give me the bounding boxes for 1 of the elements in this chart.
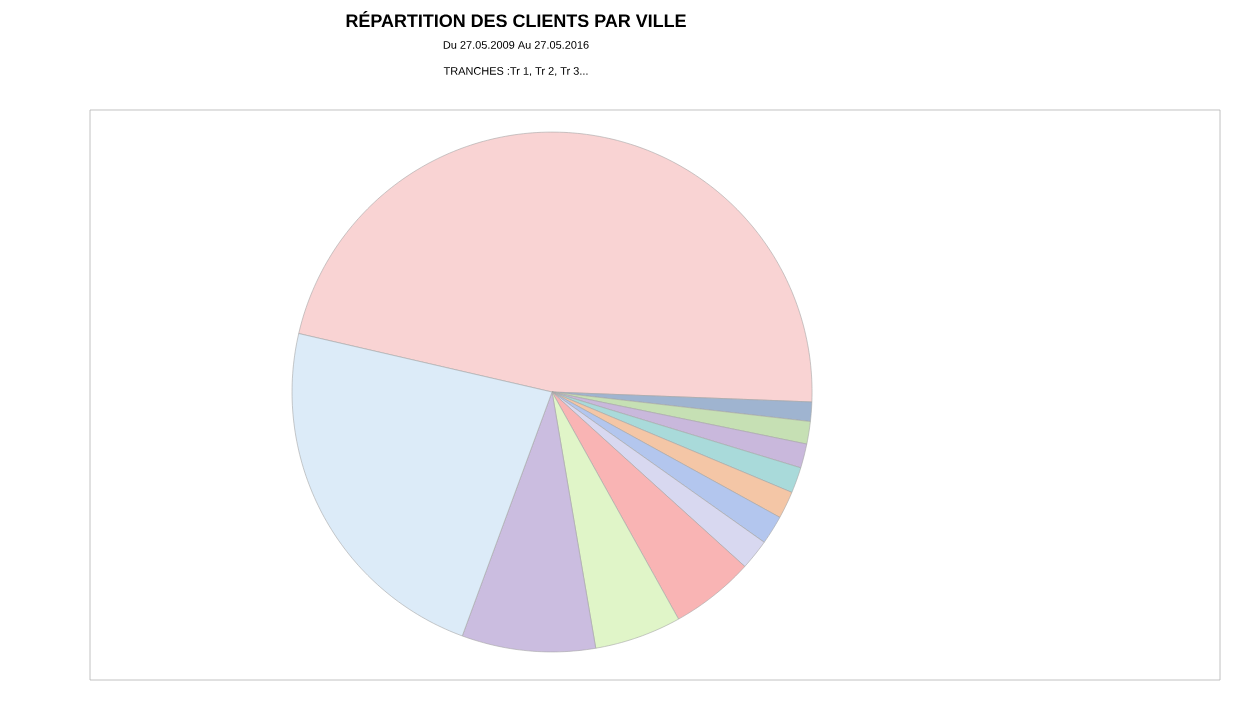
chart-title: RÉPARTITION DES CLIENTS PAR VILLE [346,11,686,28]
